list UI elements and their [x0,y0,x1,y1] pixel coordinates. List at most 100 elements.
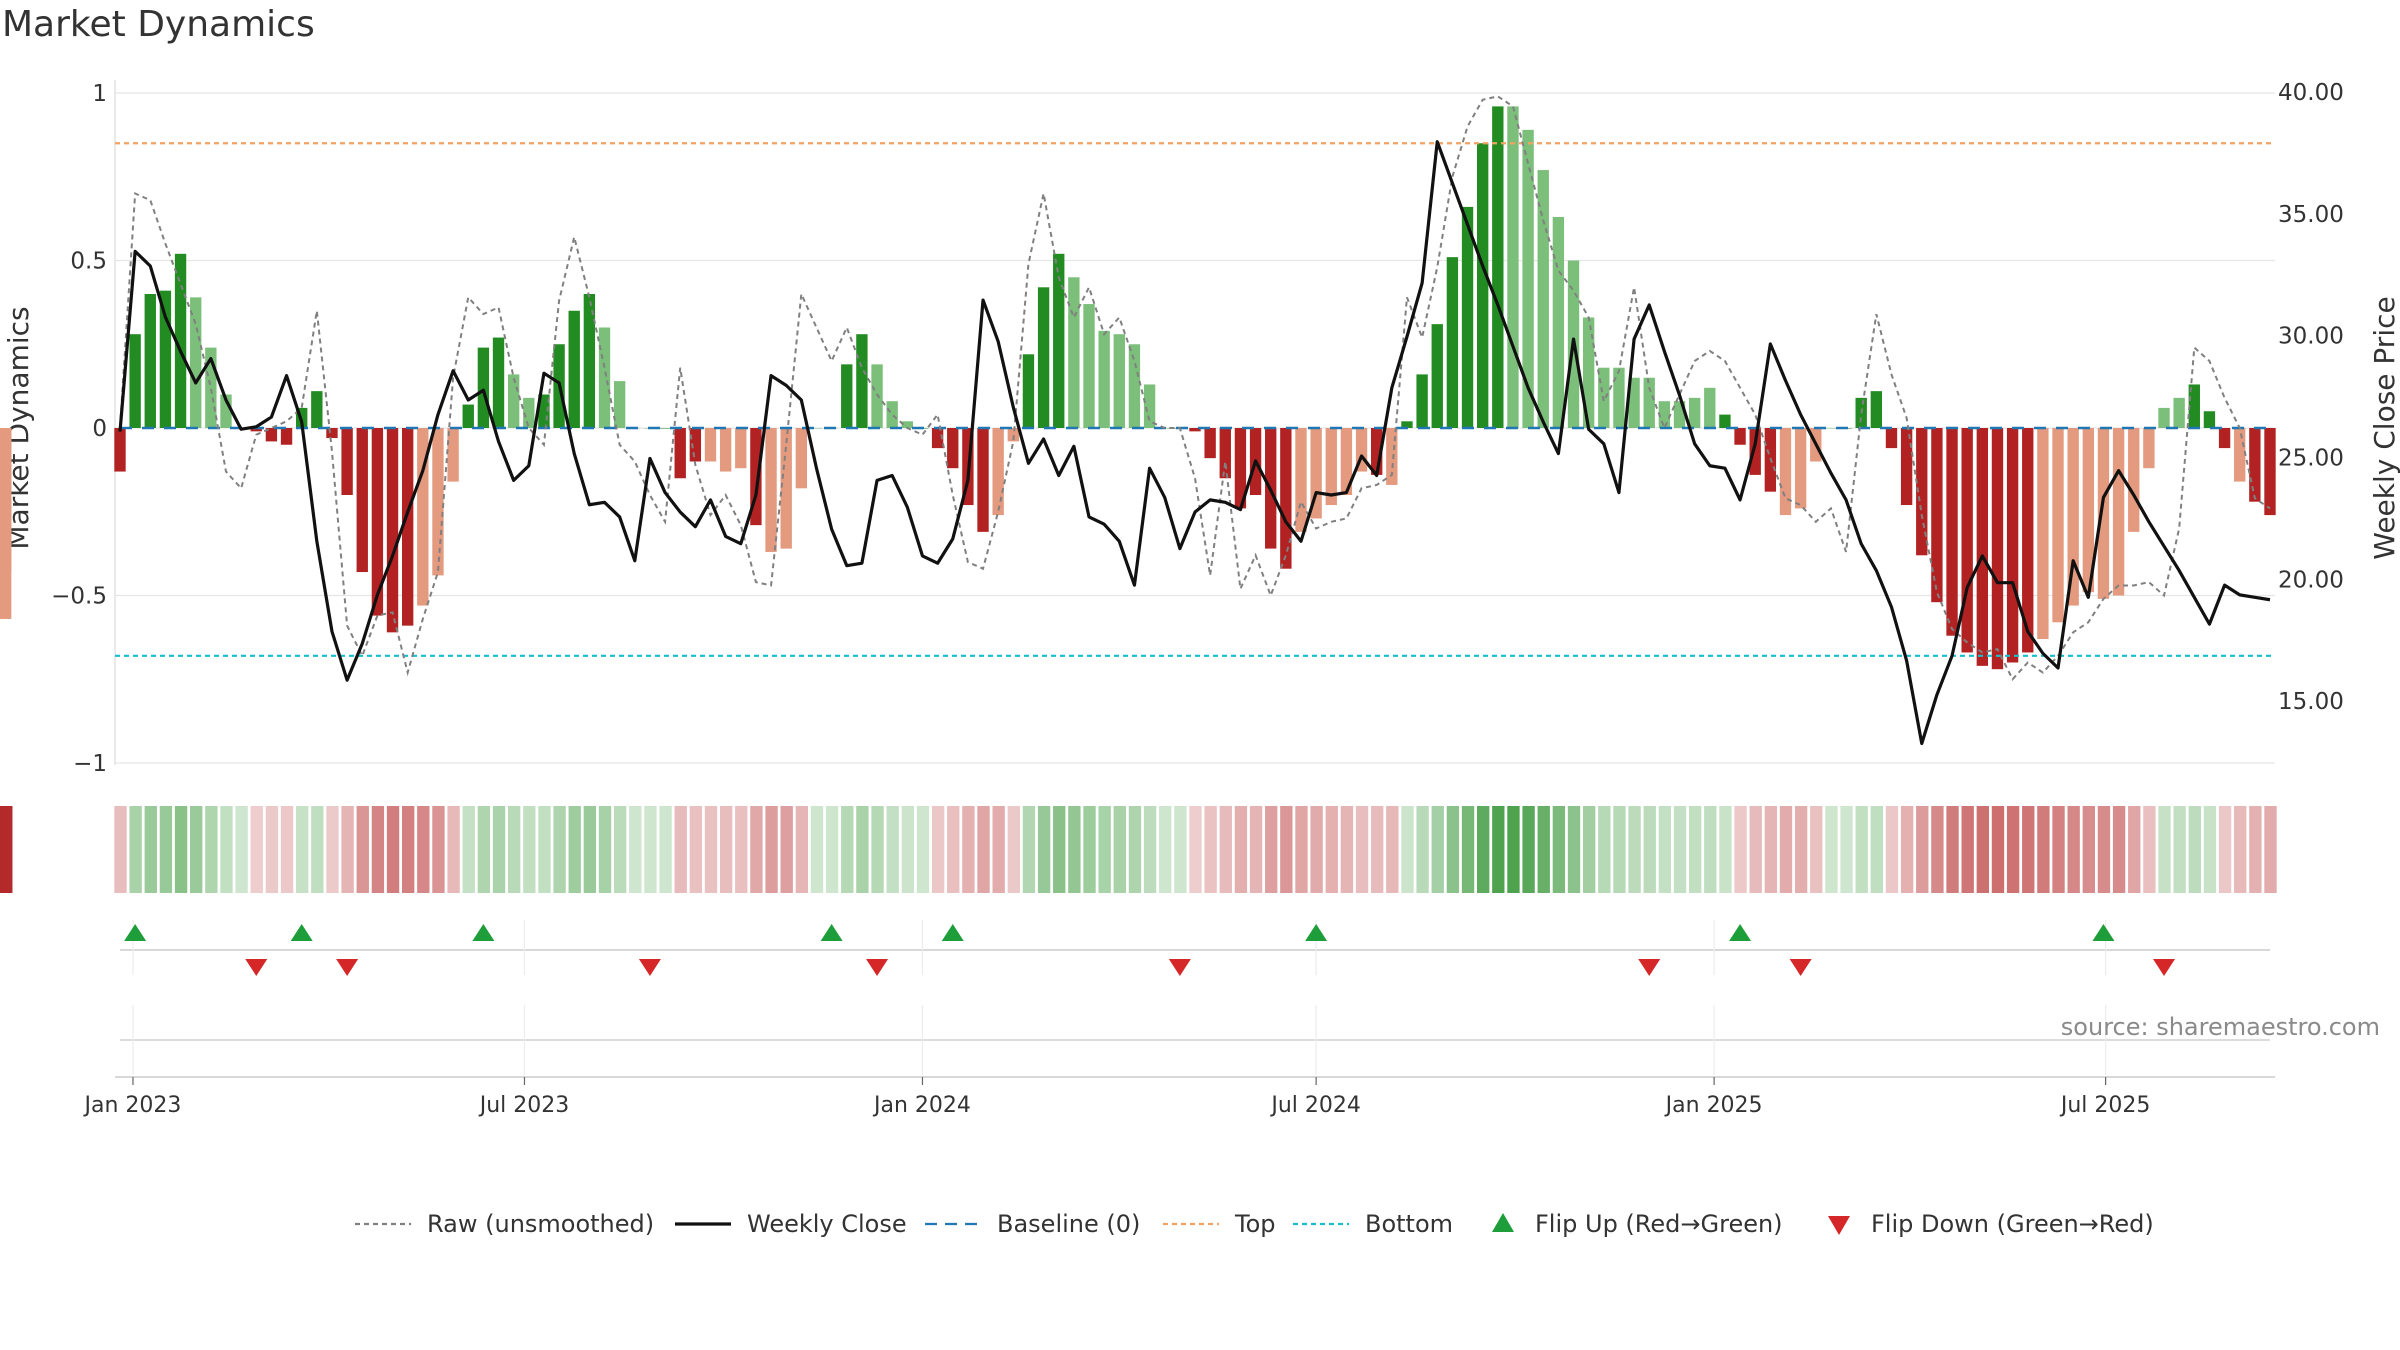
dynamics-bar [523,397,535,428]
dynamics-bar [129,334,141,428]
dynamics-bar [1022,354,1035,428]
heat-strip-cell [1855,806,1868,893]
flip-up-marker [941,924,964,941]
flip-down-marker [245,959,268,976]
heat-strip-cell [1522,806,1535,893]
heat-strip-cell [1053,806,1066,893]
heat-strip-cell [507,806,521,893]
dynamics-bar [1658,401,1671,428]
heat-strip-cell [447,806,460,893]
heat-strip-cell [114,806,127,893]
y-tick-label-right: 40.00 [2278,80,2344,106]
dynamics-bar [1219,428,1231,479]
dynamics-bar [1628,377,1640,428]
heat-strip-cell [598,806,612,893]
heat-strip-cell [1628,806,1641,893]
dynamics-bar [174,253,187,428]
heat-strip-cell [1037,806,1051,893]
heat-strip-cell [1083,806,1096,893]
dynamics-bar [280,428,293,445]
heat-strip-cell [2037,806,2050,893]
dynamics-bar [1507,106,1519,429]
flip-down-marker [1789,959,1812,976]
heat-strip-cell [2006,806,2020,893]
dynamics-bar [371,428,384,616]
dynamics-bar [2082,428,2094,593]
heat-strip-cell [341,806,354,893]
dynamics-bar [2264,428,2276,516]
legend-marker-flip-down [1828,1216,1850,1235]
flip-up-marker [2092,924,2115,941]
heat-strip-cell [235,806,248,893]
heat-strip-cell [1764,806,1778,893]
dynamics-bar [2128,428,2140,532]
dynamics-bar [1401,421,1413,428]
heat-strip-cell [1401,806,1414,893]
dynamics-bar [250,428,262,432]
heat-strip-cell [1325,806,1338,893]
flip-up-marker [290,924,313,941]
heat-strip-cell [780,806,793,893]
raw-line [119,95,2271,682]
flip-up-marker [1305,924,1328,941]
heat-strip-cell [886,806,899,893]
legend-label: Flip Down (Green→Red) [1871,1210,2154,1238]
heat-strip-cell [719,806,733,893]
dynamics-bar [341,428,353,495]
flip-down-marker [336,959,359,976]
heat-strip-cell [2173,806,2186,893]
heat-strip-cell [1810,806,1823,893]
heat-strip-cell [1567,806,1581,893]
flip-down-marker [638,959,661,976]
heat-strip-cell [1174,806,1187,893]
dynamics-bar [674,428,686,479]
dynamics-bar [810,428,823,429]
heat-strip-cell [1189,806,1202,893]
flip-up-marker [1729,924,1752,941]
heat-strip-cell [538,806,551,893]
dynamics-bar [2052,428,2064,623]
heat-strip-cell [1749,806,1762,893]
dynamics-bar [1446,257,1459,428]
y-axis-label-right: Weekly Close Price [2368,296,2400,559]
dynamics-bar [1143,384,1156,428]
dynamics-bar [856,334,868,428]
heat-strip-cell [159,806,173,893]
heat-strip-cell [129,806,142,893]
heat-strip-cell [190,806,203,893]
heat-strip-cell [765,806,778,893]
dynamics-bar [689,428,702,462]
dynamics-bar [1280,428,1292,569]
heat-strip-cell [1295,806,1308,893]
heat-strip-cell [2082,806,2095,893]
heat-strip-cell [1991,806,2005,893]
dynamics-bar [583,294,596,428]
dynamics-bar [1492,106,1504,429]
heat-strip-cell [1219,806,1232,893]
heat-strip-cell [1658,806,1672,893]
heat-strip-cell [250,806,263,893]
dynamics-bar [356,428,368,573]
dynamics-bar [1643,377,1655,428]
heat-strip-cell [1461,806,1475,893]
dynamics-bar [1340,428,1353,495]
dynamics-bar [1719,414,1731,428]
dynamics-bar [795,428,808,489]
heat-strip-cell [2022,806,2035,893]
y-tick-label-right: 30.00 [2278,324,2344,350]
dynamics-bar [0,428,12,619]
dynamics-bar [311,391,323,428]
dynamics-bar [1931,428,1943,603]
heat-strip-cell [1476,806,1490,893]
dynamics-bar [1325,428,1337,506]
heat-strip-cell [1961,806,1974,893]
dynamics-bar [2188,384,2200,428]
x-tick-label: Jan 2024 [872,1093,971,1118]
heat-strip-cell [1598,806,1611,893]
legend-label: Raw (unsmoothed) [427,1210,654,1238]
y-tick-label-right: 20.00 [2278,567,2344,593]
dynamics-bar [1204,428,1216,459]
dynamics-bar [1113,334,1125,428]
legend-label: Top [1234,1210,1276,1238]
